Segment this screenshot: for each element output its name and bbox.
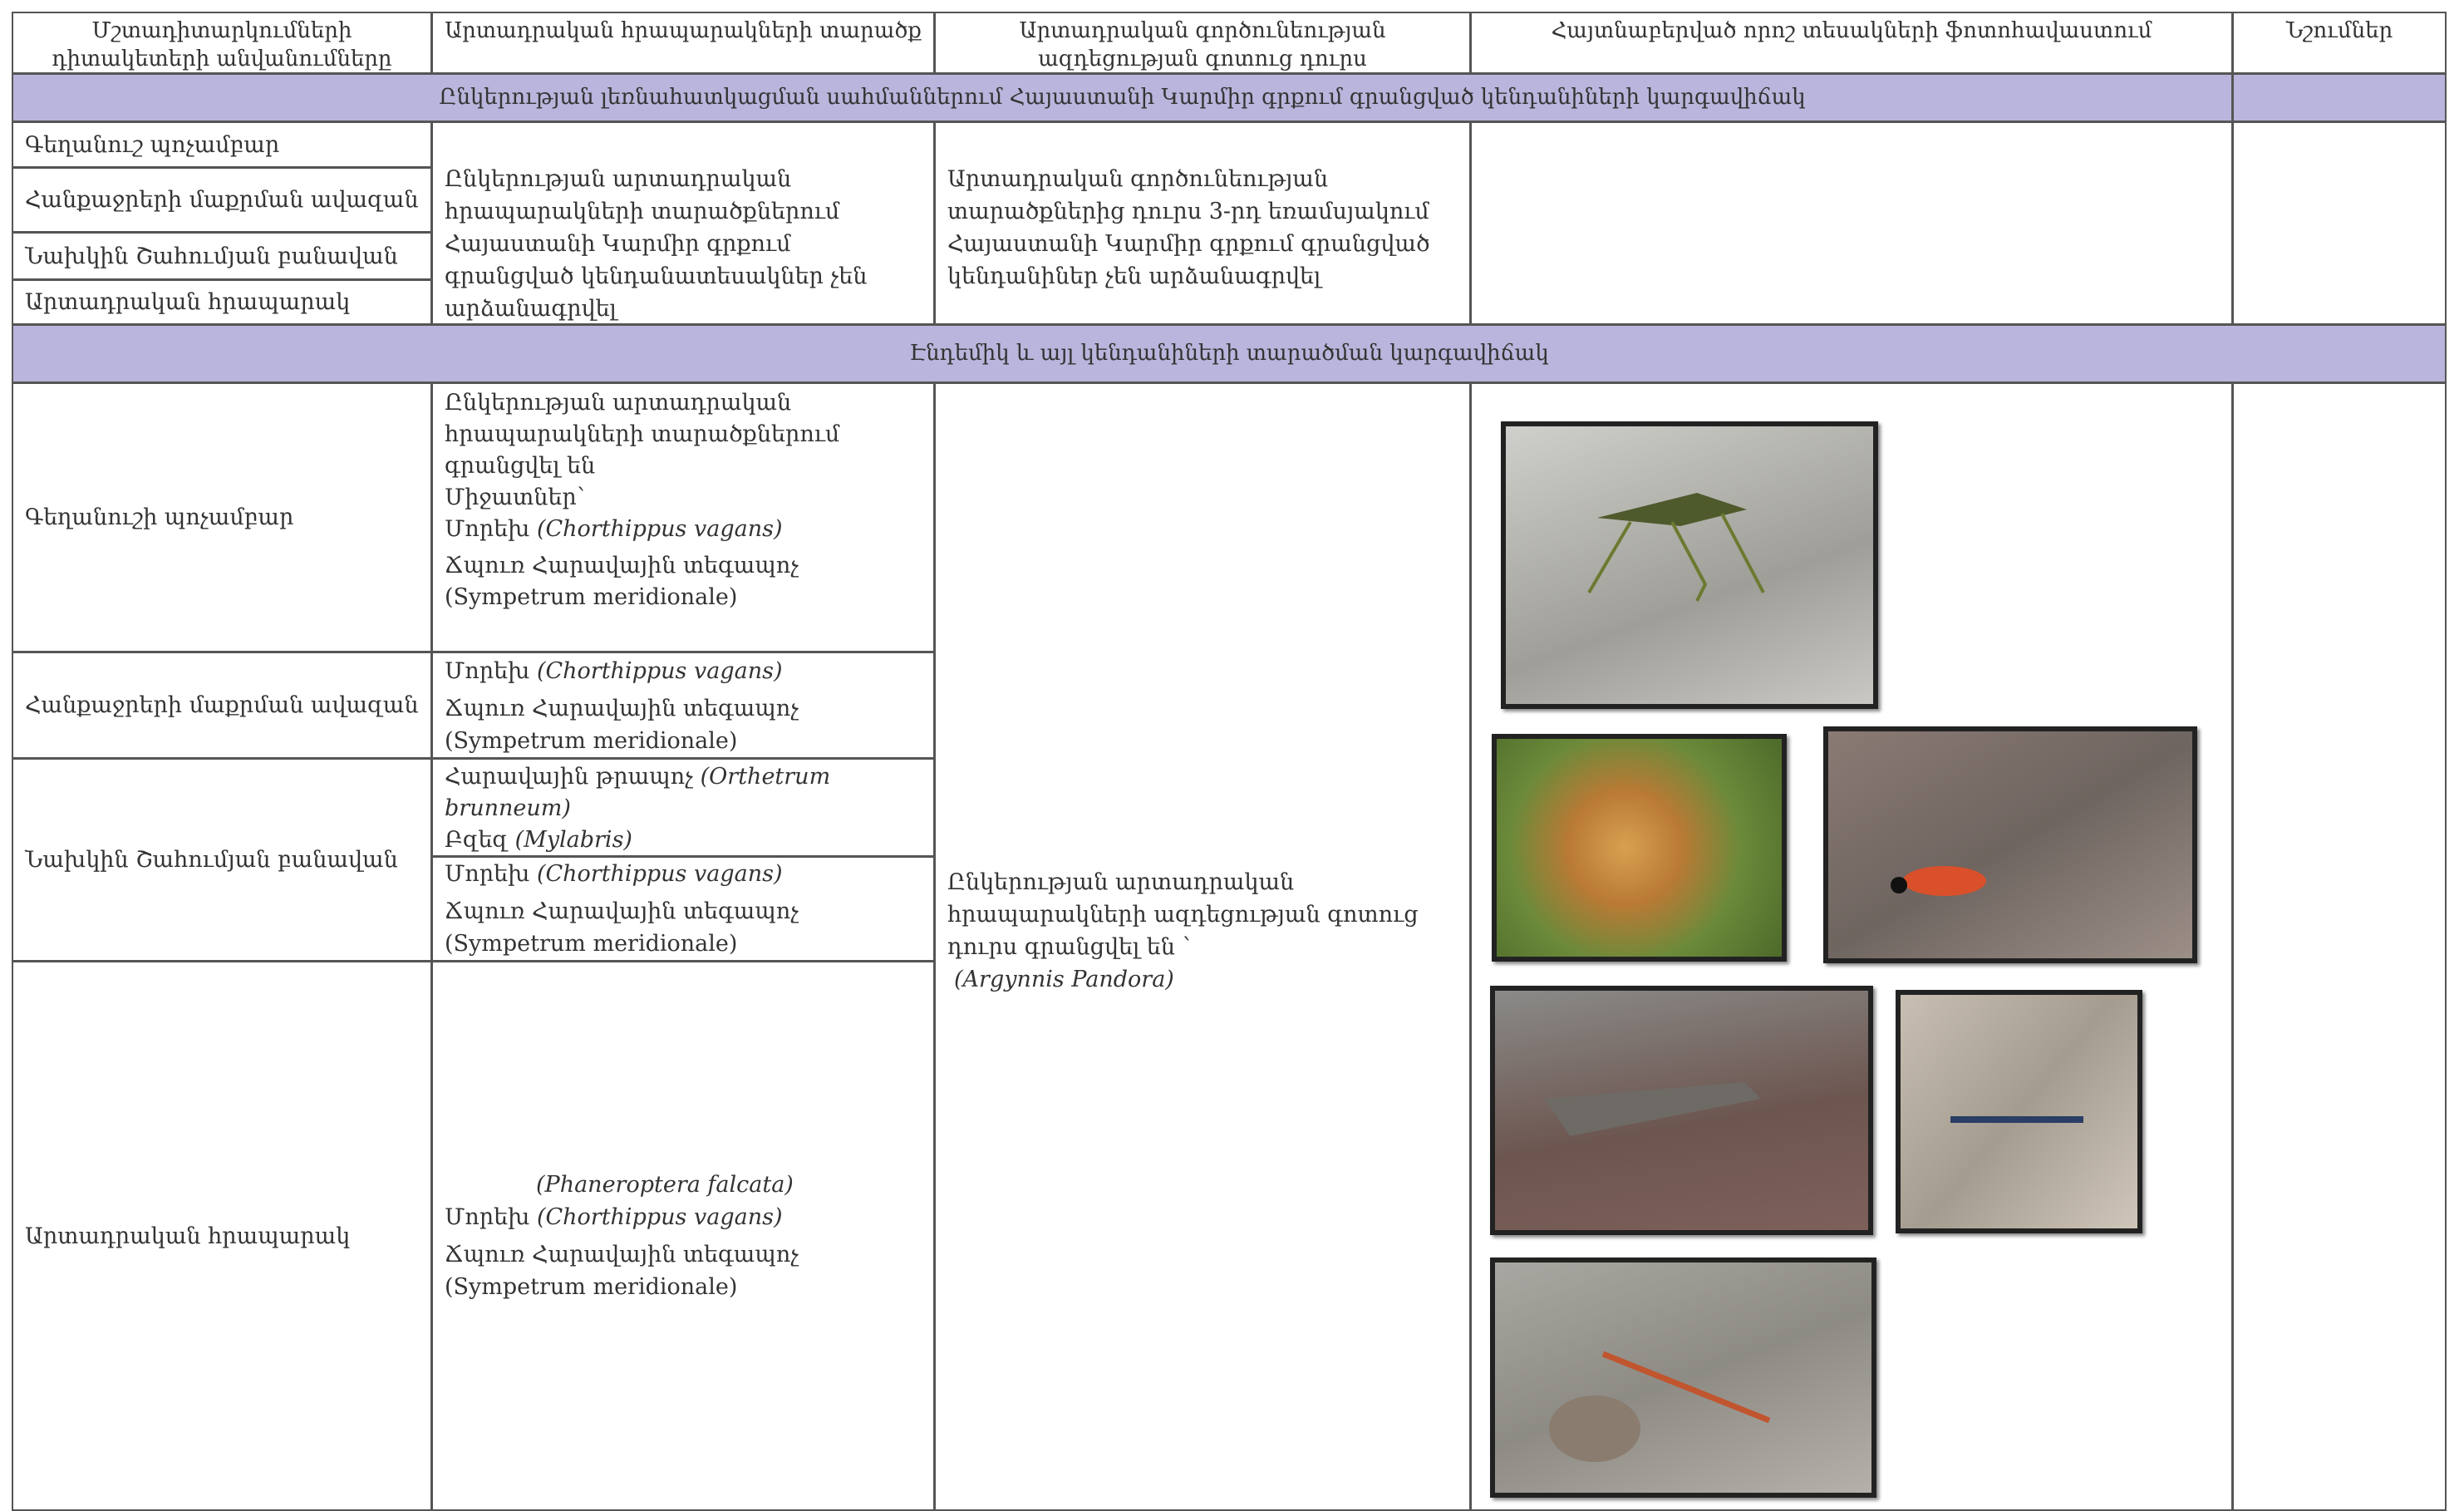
header-text: Արտադրական հրապարակների տարածք	[445, 18, 922, 43]
species-line: Մորեխ (Chorthippus vagans)	[445, 858, 922, 890]
row-name: Գեղանուշ պոչամբար	[25, 131, 280, 158]
species-line: Մորեխ (Chorthippus vagans)	[445, 655, 922, 687]
species-line: Բզեզ (Mylabris)	[445, 824, 922, 856]
header-text: Նշումներ	[2285, 18, 2393, 43]
row-cell: Արտադրական հրապարակ	[12, 279, 432, 325]
species-line: Մորեխ (Chorthippus vagans)	[445, 514, 922, 545]
species-latin: (Chorthippus vagans)	[536, 1204, 783, 1230]
species-cell: Մորեխ (Chorthippus vagans) Ճպուռ Հարավայ…	[431, 652, 935, 759]
row-name: Նախկին Շահումյան բանավան	[25, 243, 398, 269]
row-cell: Գեղանուշի պոչամբար	[12, 382, 432, 652]
row-cell: Հանքաջրերի մաքրման ավազան	[12, 167, 432, 233]
outside-text: Ընկերության արտադրական հրապարակների ազդե…	[947, 869, 1419, 960]
section-bar: Էնդեմիկ և այլ կենդանիների տարածման կարգա…	[12, 324, 2447, 383]
species-text: Ճպուռ Հարավային տեգապոչ (Sympetrum merid…	[445, 696, 799, 754]
species-text: Հարավային թրապոչ	[445, 764, 694, 790]
header-cell: Արտադրական հրապարակների տարածք	[431, 12, 935, 74]
photo-cell	[1470, 121, 2233, 325]
species-line: Միջատներ՝	[445, 482, 922, 514]
species-line: Ճպուռ Հարավային տեգապոչ (Sympetrum merid…	[445, 692, 922, 757]
species-latin: (Orthetrum brunneum)	[445, 764, 831, 821]
section-bar	[2232, 73, 2447, 122]
species-text: Միջատներ՝	[445, 485, 585, 510]
species-text: Մորեխ	[445, 1204, 530, 1230]
species-latin: (Chorthippus vagans)	[536, 516, 783, 542]
species-text: Ճպուռ Հարավային տեգապոչ (Sympetrum merid…	[445, 1242, 799, 1300]
header-text: Հայտնաբերված որոշ տեսակների ֆոտոհավաստու…	[1551, 18, 2152, 43]
species-line: Ճպուռ Հարավային տեգապոչ (Sympetrum merid…	[445, 1238, 922, 1303]
row-cell: Նախկին Շահումյան բանավան	[12, 232, 432, 280]
species-text: Ընկերության արտադրական հրապարակների տարա…	[445, 390, 840, 479]
photo-art	[1891, 866, 1986, 896]
species-text: Մորեխ	[445, 861, 530, 887]
header-text: Արտադրական գործունեության ազդեցության գո…	[1019, 18, 1386, 71]
species-text: Բզեզ	[445, 827, 508, 853]
photo-dragonfly-2	[1490, 1258, 1876, 1498]
species-line: Ճպուռ Հարավային տեգապոչ (Sympetrum merid…	[445, 550, 922, 613]
photo-art	[1549, 1351, 1771, 1462]
section-bar: Ընկերության լեռնահատկացման սահմաններում …	[12, 73, 2233, 122]
species-line: (Phaneroptera falcata)	[445, 1169, 922, 1201]
species-cell: (Phaneroptera falcata) Մորեխ (Chorthippu…	[431, 961, 935, 1511]
notes-cell	[2232, 382, 2447, 1511]
outside-cell: Ընկերության արտադրական հրապարակների ազդե…	[934, 382, 1471, 1511]
row-cell: Հանքաջրերի մաքրման ավազան	[12, 652, 432, 759]
photo-art	[1545, 1082, 1761, 1136]
header-text: Մշտադիտարկումների դիտակետերի անվանումներ…	[52, 18, 392, 71]
species-text: Մորեխ	[445, 658, 530, 684]
species-latin: (Chorthippus vagans)	[536, 861, 783, 887]
photo-butterfly	[1492, 734, 1787, 962]
header-cell: Հայտնաբերված որոշ տեսակների ֆոտոհավաստու…	[1470, 12, 2233, 74]
species-cell: Ընկերության արտադրական հրապարակների տարա…	[431, 382, 935, 652]
row-name: Արտադրական հրապարակ	[25, 289, 351, 315]
species-cell: Հարավային թրապոչ (Orthetrum brunneum) Բզ…	[431, 758, 935, 857]
species-line: Ընկերության արտադրական հրապարակների տարա…	[445, 387, 922, 482]
outside-text: Արտադրական գործունեության տարածքներից դո…	[947, 166, 1430, 289]
notes-cell	[2232, 121, 2447, 325]
species-latin: (Phaneroptera falcata)	[536, 1172, 794, 1198]
species-text: Ճպուռ Հարավային տեգապոչ (Sympetrum merid…	[445, 898, 799, 957]
species-latin: (Mylabris)	[514, 827, 632, 853]
species-line: Մորեխ (Chorthippus vagans)	[445, 1201, 922, 1233]
outside-line: (Argynnis Pandora)	[947, 963, 1458, 996]
photo-beetle	[1823, 726, 2197, 963]
section-title: Ընկերության լեռնահատկացման սահմաններում …	[439, 85, 1806, 110]
photo-art	[1587, 493, 1765, 602]
species-text: Ճպուռ Հարավային տեգապոչ (Sympetrum merid…	[445, 553, 799, 610]
species-latin: (Argynnis Pandora)	[954, 967, 1174, 992]
header-cell: Նշումներ	[2232, 12, 2447, 74]
species-text: Մորեխ	[445, 516, 530, 542]
territory-cell: Ընկերության արտադրական հրապարակների տարա…	[431, 121, 935, 325]
row-cell: Արտադրական հրապարակ	[12, 961, 432, 1511]
row-name: Նախկին Շահումյան բանավան	[25, 847, 398, 873]
section-title: Էնդեմիկ և այլ կենդանիների տարածման կարգա…	[909, 341, 1549, 366]
row-name: Արտադրական հրապարակ	[25, 1223, 351, 1249]
row-name: Գեղանուշի պոչամբար	[25, 504, 294, 530]
outside-cell: Արտադրական գործունեության տարածքներից դո…	[934, 121, 1471, 325]
photo-grasshopper-2	[1490, 986, 1873, 1235]
row-name: Հանքաջրերի մաքրման ավազան	[25, 187, 419, 213]
row-name: Հանքաջրերի մաքրման ավազան	[25, 692, 419, 718]
photo-grasshopper	[1501, 421, 1878, 709]
row-cell: Նախկին Շահումյան բանավան	[12, 758, 432, 962]
species-cell: Մորեխ (Chorthippus vagans) Ճպուռ Հարավայ…	[431, 856, 935, 962]
species-line: Ճպուռ Հարավային տեգապոչ (Sympetrum merid…	[445, 895, 922, 960]
outside-line: Ընկերության արտադրական հրապարակների ազդե…	[947, 866, 1458, 963]
territory-text: Ընկերության արտադրական հրապարակների տարա…	[445, 166, 868, 322]
header-cell: Մշտադիտարկումների դիտակետերի անվանումներ…	[12, 12, 432, 74]
photo-dragonfly	[1896, 990, 2142, 1233]
header-cell: Արտադրական գործունեության ազդեցության գո…	[934, 12, 1471, 74]
species-latin: (Chorthippus vagans)	[536, 658, 783, 684]
row-cell: Գեղանուշ պոչամբար	[12, 121, 432, 168]
species-line: Հարավային թրապոչ (Orthetrum brunneum)	[445, 761, 922, 824]
photo-art	[1950, 1116, 2083, 1123]
